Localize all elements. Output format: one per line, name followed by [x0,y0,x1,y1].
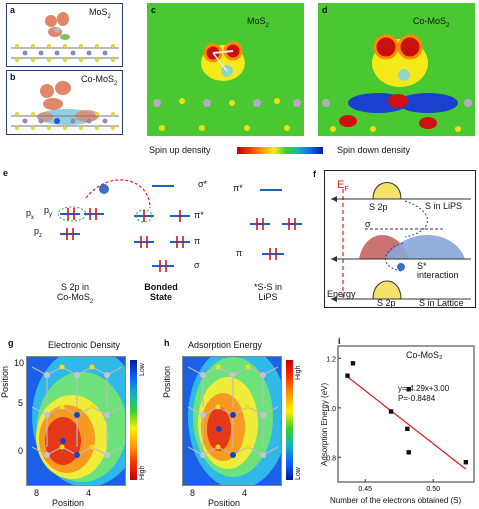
panel-h-xtick-4: 4 [242,488,248,498]
mos2-structure-illustration [11,12,119,62]
col3-caption: *S-S in LiPS [253,282,282,302]
panel-d-spin-density-map: d Co-MoS2 [318,3,475,136]
fit-equation: y=-4.29x+3.00 [398,384,450,393]
panel-h-colorbar [286,360,293,480]
chart-ylabel: Adsorption Energy (eV) [320,382,329,466]
panel-h-adsorption-energy: h Adsorption Energy Position 8 4 Positio… [160,336,320,508]
panel-h-ylabel: Position [162,365,172,398]
panel-h-xtick-8: 8 [190,488,196,498]
panel-g-xtick-4: 4 [86,488,92,498]
panel-h-xlabel: Position [208,498,241,508]
panel-c-title: MoS2 [247,16,269,29]
sigma-star-label: σ* [198,179,208,189]
panel-c-spin-density-map: c MoS2 [147,3,304,136]
lips-label: S in LiPS [425,201,463,211]
s2p-bottom-label: S 2p [377,298,396,308]
panel-h-colorbar-low: Low [295,467,302,480]
panel-b-title: Co-MoS2 [81,74,118,87]
y-tick-label-0: 0.8 [326,455,336,462]
panel-a: a MoS2 [6,3,123,67]
pi-label: π [194,236,201,246]
plot-frame [337,345,475,483]
energy-axis-label: Energy [327,289,356,299]
panel-e-orbital-diagram: e [0,168,320,308]
panel-g-colorbar [130,360,137,480]
panel-b: b Co-MoS2 [6,70,123,135]
pi-star-right-label: π* [233,183,243,193]
orbital-py-label: py [44,205,53,218]
y-tick-label-1: 1.0 [326,406,336,413]
s2p-top-label: S 2p [369,202,388,212]
panel-d-label: d [322,5,328,15]
energy-diagram [331,182,471,302]
fit-correlation: P=-0.8484 [398,394,436,403]
panel-g-ytick-0: 0 [18,446,24,456]
lattice-label: S in Lattice [419,298,464,308]
panel-e-label: e [3,168,9,178]
x-tick-label-0: 0.45 [358,486,372,493]
panel-d-title: Co-MoS2 [413,16,450,29]
panel-h-label: h [164,338,170,348]
panel-g-electronic-density: g Electronic Density Position 10 5 0 8 4 [0,336,160,508]
col1-caption: S 2p in Co-MoS2 [56,282,94,305]
panel-b-label: b [10,72,16,82]
fit-line [347,376,467,470]
data-point-4 [405,426,410,432]
sigma-level-label: σ [365,219,371,229]
sstar-label: S* [417,261,427,271]
panel-h-colorbar-high: High [295,365,302,380]
data-point-3 [406,387,411,392]
x-tick-label-1: 0.50 [426,486,440,493]
pi-star-label: π* [194,210,204,220]
panel-f-energy-diagram: f EF S 2p S in LiPS σ S* interaction Ene… [313,169,476,308]
panel-g-ytick-10: 10 [14,358,25,368]
orbital-px-label: px [26,208,35,221]
panel-h-title: Adsorption Energy [188,340,263,350]
pi-right-label: π [236,248,243,258]
spin-density-colorbar [237,147,323,154]
co-mos2-structure-illustration [11,81,119,130]
col2-caption: Bonded State [144,282,178,302]
panel-g-title: Electronic Density [48,340,121,350]
interaction-label: interaction [417,270,459,280]
chart-title: Co-MoS₂ [406,350,443,360]
data-point-5 [406,450,411,455]
panel-g-xlabel: Position [52,498,85,508]
orbital-levels [57,179,302,272]
colorbar-right-label: Spin down density [337,145,411,155]
panel-c-label: c [151,5,157,15]
sigma-label: σ [194,260,200,270]
panel-g-ytick-5: 5 [18,398,24,408]
orbital-pz-label: pz [34,226,43,239]
panel-g-label: g [8,338,14,348]
panel-g-colorbar-low: Low [139,363,146,376]
data-point-1 [350,361,356,366]
colorbar-left-label: Spin up density [149,145,211,155]
data-point-6 [463,460,469,465]
panel-g-colorbar-high: High [139,465,146,480]
data-point-2 [388,409,394,414]
panel-g-xtick-8: 8 [34,488,40,498]
panel-g-ylabel: Position [0,365,10,398]
chart-xlabel: Number of the electrons obtained (S) [330,496,462,505]
data-point-0 [345,373,350,378]
y-tick-label-2: 1.2 [326,356,336,363]
panel-a-label: a [10,5,16,15]
panel-f-label: f [313,169,316,179]
fermi-level-label: EF [337,179,349,194]
panel-i-chart: i 0.8 1.0 1.2 0.45 0.50 Co-MoS₂ y=-4.29x+3.0… [318,336,479,509]
panel-a-title: MoS2 [89,7,111,20]
scatter-chart: 0.8 1.0 1.2 0.45 0.50 [326,345,475,493]
panel-i-label: i [338,336,341,346]
